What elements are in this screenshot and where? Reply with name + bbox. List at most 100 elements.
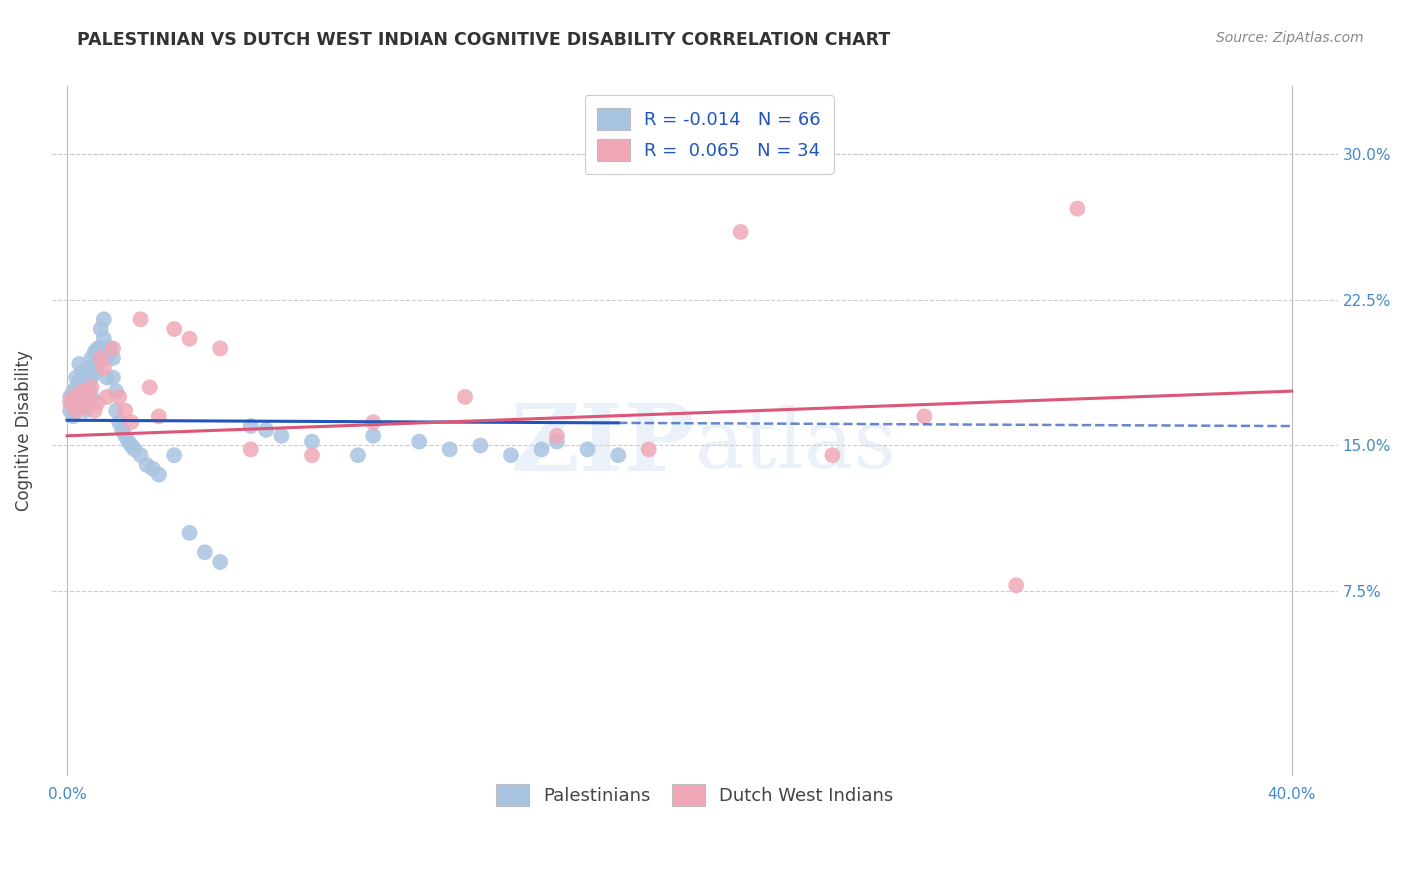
Point [72,400,94,414]
Point [75,390,97,404]
Point [120,415,142,429]
Point [67,375,90,389]
Point [408,434,430,449]
Point [301,448,323,462]
Point [86,342,108,356]
Point [65,380,87,394]
Point [607,448,630,462]
Point [637,442,659,457]
Point [821,448,844,462]
Text: atlas: atlas [695,405,897,484]
Point [530,442,553,457]
Point [90,351,112,365]
Point [65,403,87,417]
Point [111,423,134,437]
Point [67,357,90,371]
Point [546,429,568,443]
Point [239,419,262,434]
Point [65,393,87,408]
Point [77,360,100,375]
Point [86,357,108,371]
Text: PALESTINIAN VS DUTCH WEST INDIAN COGNITIVE DISABILITY CORRELATION CHART: PALESTINIAN VS DUTCH WEST INDIAN COGNITI… [77,31,890,49]
Point [77,380,100,394]
Point [62,409,84,424]
Point [86,396,108,410]
Point [62,396,84,410]
Point [96,351,118,365]
Point [361,415,384,429]
Point [93,360,115,375]
Point [148,409,170,424]
Point [117,434,139,449]
Point [101,342,124,356]
Point [546,434,568,449]
Point [138,380,160,394]
Point [83,365,105,379]
Point [80,380,103,394]
Point [439,442,461,457]
Point [163,322,186,336]
Point [163,448,186,462]
Point [576,442,599,457]
Point [80,351,103,365]
Y-axis label: Cognitive Disability: Cognitive Disability [15,351,32,511]
Point [148,467,170,482]
Point [361,429,384,443]
Point [142,462,165,476]
Point [470,438,492,452]
Point [120,438,142,452]
Point [454,390,477,404]
Point [270,429,292,443]
Point [77,396,100,410]
Point [105,403,128,417]
Point [499,448,522,462]
Point [72,365,94,379]
Point [301,434,323,449]
Point [108,390,131,404]
Point [98,342,121,356]
Point [347,448,370,462]
Point [108,415,131,429]
Point [209,555,232,569]
Point [67,396,90,410]
Point [179,332,201,346]
Point [90,342,112,356]
Point [62,384,84,398]
Point [209,342,232,356]
Point [101,370,124,384]
Point [90,322,112,336]
Point [59,396,82,410]
Point [62,390,84,404]
Point [75,400,97,414]
Text: Source: ZipAtlas.com: Source: ZipAtlas.com [1216,31,1364,45]
Point [114,403,136,417]
Point [75,403,97,417]
Point [83,403,105,417]
Point [80,370,103,384]
Point [72,384,94,398]
Point [96,390,118,404]
Point [912,409,935,424]
Text: ZIP: ZIP [510,400,695,490]
Point [83,345,105,359]
Point [730,225,752,239]
Point [129,448,152,462]
Point [194,545,217,559]
Point [129,312,152,326]
Point [93,312,115,326]
Point [124,442,146,457]
Point [1005,578,1028,592]
Point [80,390,103,404]
Point [239,442,262,457]
Point [105,384,128,398]
Point [101,351,124,365]
Point [65,370,87,384]
Point [135,458,157,472]
Point [114,429,136,443]
Point [77,390,100,404]
Point [254,423,277,437]
Point [75,375,97,389]
Point [96,370,118,384]
Point [179,525,201,540]
Point [67,390,90,404]
